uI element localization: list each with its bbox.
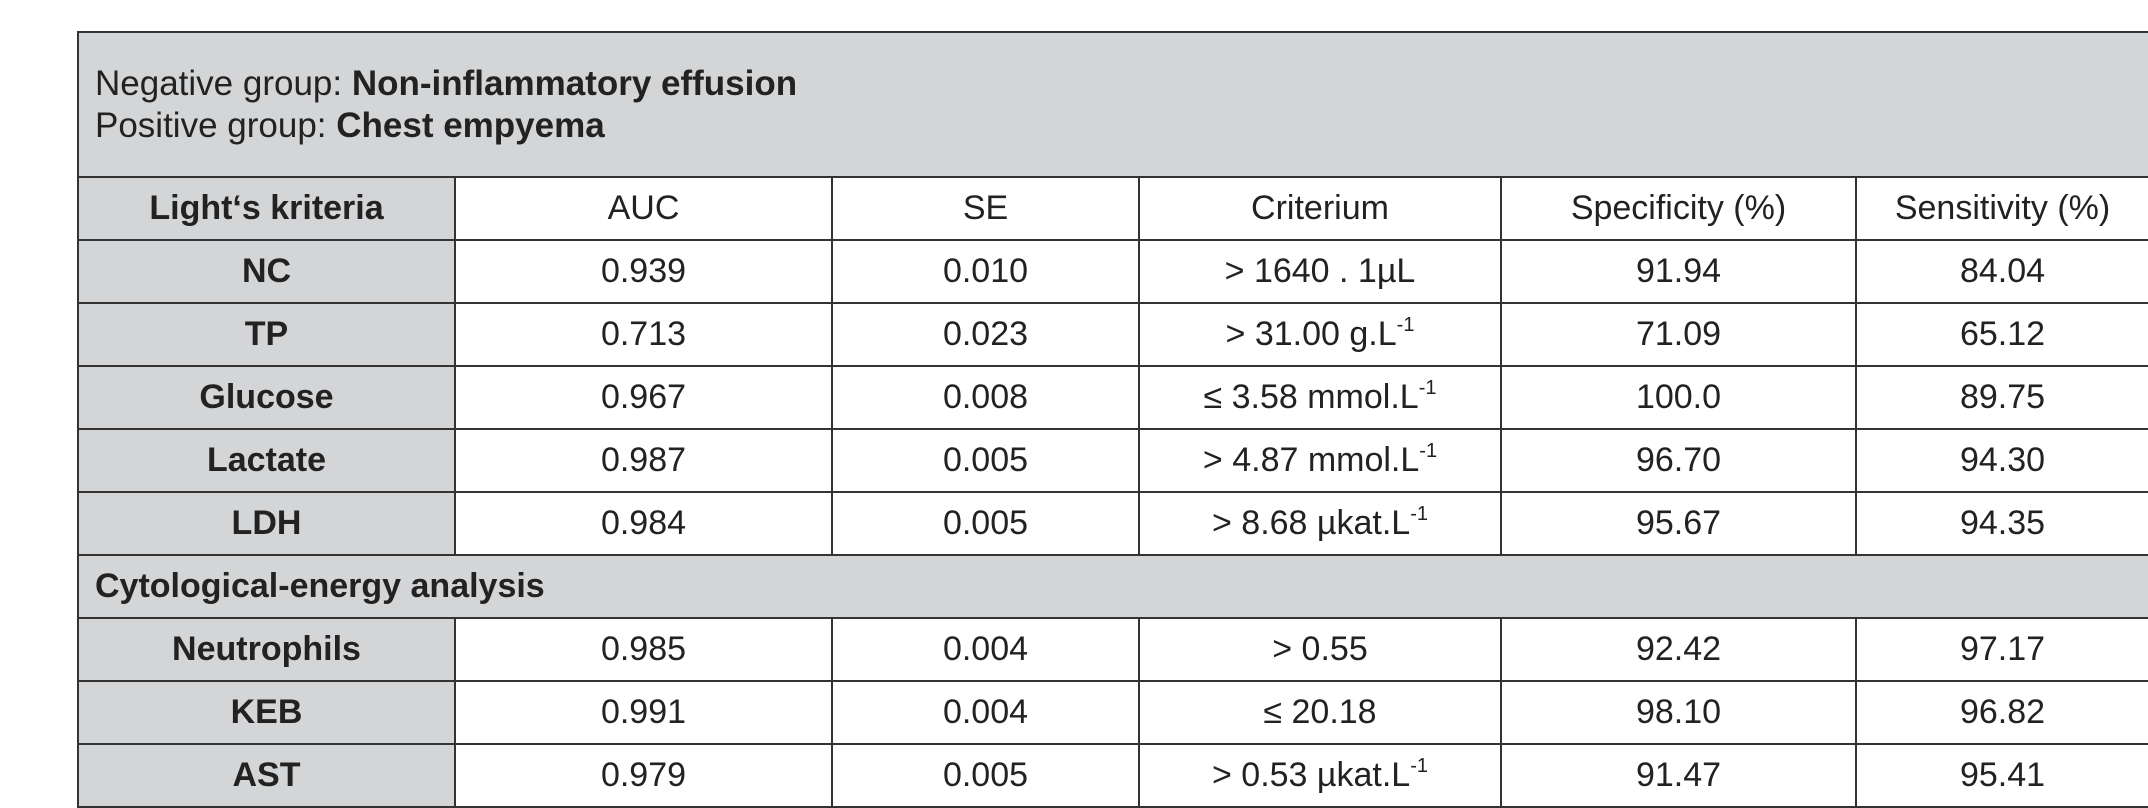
- positive-group-line: Positive group: Chest empyema: [95, 105, 2148, 147]
- criterium-cell: > 0.53 µkat.L-1: [1138, 743, 1502, 808]
- auc-cell: 0.987: [454, 428, 833, 493]
- col-header-criterium: Criterium: [1138, 176, 1502, 241]
- criterium-cell-exponent: -1: [1410, 503, 1429, 525]
- group-header-cell: Negative group: Non-inflammatory effusio…: [76, 31, 2148, 178]
- specificity-cell: 98.10: [1500, 680, 1857, 745]
- group-header-row: Negative group: Non-inflammatory effusio…: [76, 31, 2148, 178]
- se-cell: 0.004: [831, 680, 1140, 745]
- positive-group-value: Chest empyema: [336, 105, 605, 145]
- col-header-lights-kriteria: Light‘s kriteria: [77, 176, 456, 241]
- section-title-cytological: Cytological-energy analysis: [76, 554, 2148, 619]
- criterium-cell: > 8.68 µkat.L-1: [1138, 491, 1502, 556]
- sensitivity-cell: 94.30: [1854, 428, 2148, 493]
- criterium-cell-exponent: -1: [1396, 314, 1415, 336]
- se-cell: 0.010: [831, 239, 1140, 304]
- auc-cell: 0.713: [454, 302, 833, 367]
- criterium-cell-text: ≤ 3.58 mmol.L: [1203, 378, 1419, 416]
- sensitivity-cell: 94.35: [1854, 491, 2148, 556]
- table-row: AST 0.979 0.005 > 0.53 µkat.L-1 91.47 95.41: [77, 743, 2148, 808]
- sensitivity-cell: 95.41: [1854, 743, 2148, 808]
- table-row: Neutrophils 0.985 0.004 > 0.55 92.42 97.17: [77, 617, 2148, 682]
- criterium-cell: > 31.00 g.L-1: [1138, 302, 1502, 367]
- row-label: Glucose: [77, 365, 456, 430]
- table-row: NC 0.939 0.010 > 1640 . 1µL 91.94 84.04: [77, 239, 2148, 304]
- sensitivity-cell: 65.12: [1854, 302, 2148, 367]
- column-header-row: Light‘s kriteria AUC SE Criterium Specif…: [77, 176, 2148, 241]
- specificity-cell: 92.42: [1500, 617, 1857, 682]
- se-cell: 0.004: [831, 617, 1140, 682]
- sensitivity-cell: 89.75: [1854, 365, 2148, 430]
- row-label: LDH: [77, 491, 456, 556]
- auc-cell: 0.984: [454, 491, 833, 556]
- criterium-cell-text: > 4.87 mmol.L: [1202, 441, 1420, 479]
- row-label: TP: [77, 302, 456, 367]
- specificity-cell: 96.70: [1500, 428, 1857, 493]
- criterium-cell-exponent: -1: [1418, 377, 1437, 399]
- col-header-auc: AUC: [454, 176, 833, 241]
- row-label: NC: [77, 239, 456, 304]
- auc-cell: 0.979: [454, 743, 833, 808]
- col-header-specificity: Specificity (%): [1500, 176, 1857, 241]
- negative-group-value: Non-inflammatory effusion: [351, 63, 798, 103]
- negative-group-line: Negative group: Non-inflammatory effusio…: [95, 63, 2148, 105]
- auc-cell: 0.967: [454, 365, 833, 430]
- criterium-cell-text: > 0.53 µkat.L: [1211, 756, 1411, 794]
- row-label: KEB: [77, 680, 456, 745]
- col-header-sensitivity: Sensitivity (%): [1854, 176, 2148, 241]
- specificity-cell: 95.67: [1500, 491, 1857, 556]
- results-table: Negative group: Non-inflammatory effusio…: [76, 31, 2148, 808]
- table-row: LDH 0.984 0.005 > 8.68 µkat.L-1 95.67 94.35: [77, 491, 2148, 556]
- se-cell: 0.023: [831, 302, 1140, 367]
- se-cell: 0.005: [831, 743, 1140, 808]
- table-row: Lactate 0.987 0.005 > 4.87 mmol.L-1 96.70 94.…: [77, 428, 2148, 493]
- specificity-cell: 100.0: [1500, 365, 1857, 430]
- se-cell: 0.005: [831, 428, 1140, 493]
- specificity-cell: 91.94: [1500, 239, 1857, 304]
- criterium-cell: > 1640 . 1µL: [1138, 239, 1502, 304]
- auc-cell: 0.939: [454, 239, 833, 304]
- specificity-cell: 71.09: [1500, 302, 1857, 367]
- criterium-cell: > 0.55: [1138, 617, 1502, 682]
- sensitivity-cell: 84.04: [1854, 239, 2148, 304]
- criterium-cell: ≤ 3.58 mmol.L-1: [1138, 365, 1502, 430]
- criterium-cell-exponent: -1: [1410, 755, 1429, 777]
- positive-group-label: Positive group:: [95, 105, 337, 145]
- auc-cell: 0.991: [454, 680, 833, 745]
- row-label: Neutrophils: [77, 617, 456, 682]
- negative-group-label: Negative group:: [95, 63, 352, 103]
- criterium-cell: > 4.87 mmol.L-1: [1138, 428, 1502, 493]
- criterium-cell-exponent: -1: [1419, 440, 1438, 462]
- auc-cell: 0.985: [454, 617, 833, 682]
- se-cell: 0.005: [831, 491, 1140, 556]
- criterium-cell-text: > 31.00 g.L: [1225, 315, 1397, 353]
- results-table-container: Negative group: Non-inflammatory effusio…: [76, 31, 2148, 808]
- section-row: Cytological-energy analysis: [76, 554, 2148, 619]
- table-row: Glucose 0.967 0.008 ≤ 3.58 mmol.L-1 100.0 89.…: [77, 365, 2148, 430]
- table-row: TP 0.713 0.023 > 31.00 g.L-1 71.09 65.12: [77, 302, 2148, 367]
- criterium-cell-text: > 8.68 µkat.L: [1211, 504, 1411, 542]
- row-label: AST: [77, 743, 456, 808]
- table-row: KEB 0.991 0.004 ≤ 20.18 98.10 96.82: [77, 680, 2148, 745]
- sensitivity-cell: 96.82: [1854, 680, 2148, 745]
- se-cell: 0.008: [831, 365, 1140, 430]
- col-header-se: SE: [831, 176, 1140, 241]
- row-label: Lactate: [77, 428, 456, 493]
- specificity-cell: 91.47: [1500, 743, 1857, 808]
- sensitivity-cell: 97.17: [1854, 617, 2148, 682]
- criterium-cell: ≤ 20.18: [1138, 680, 1502, 745]
